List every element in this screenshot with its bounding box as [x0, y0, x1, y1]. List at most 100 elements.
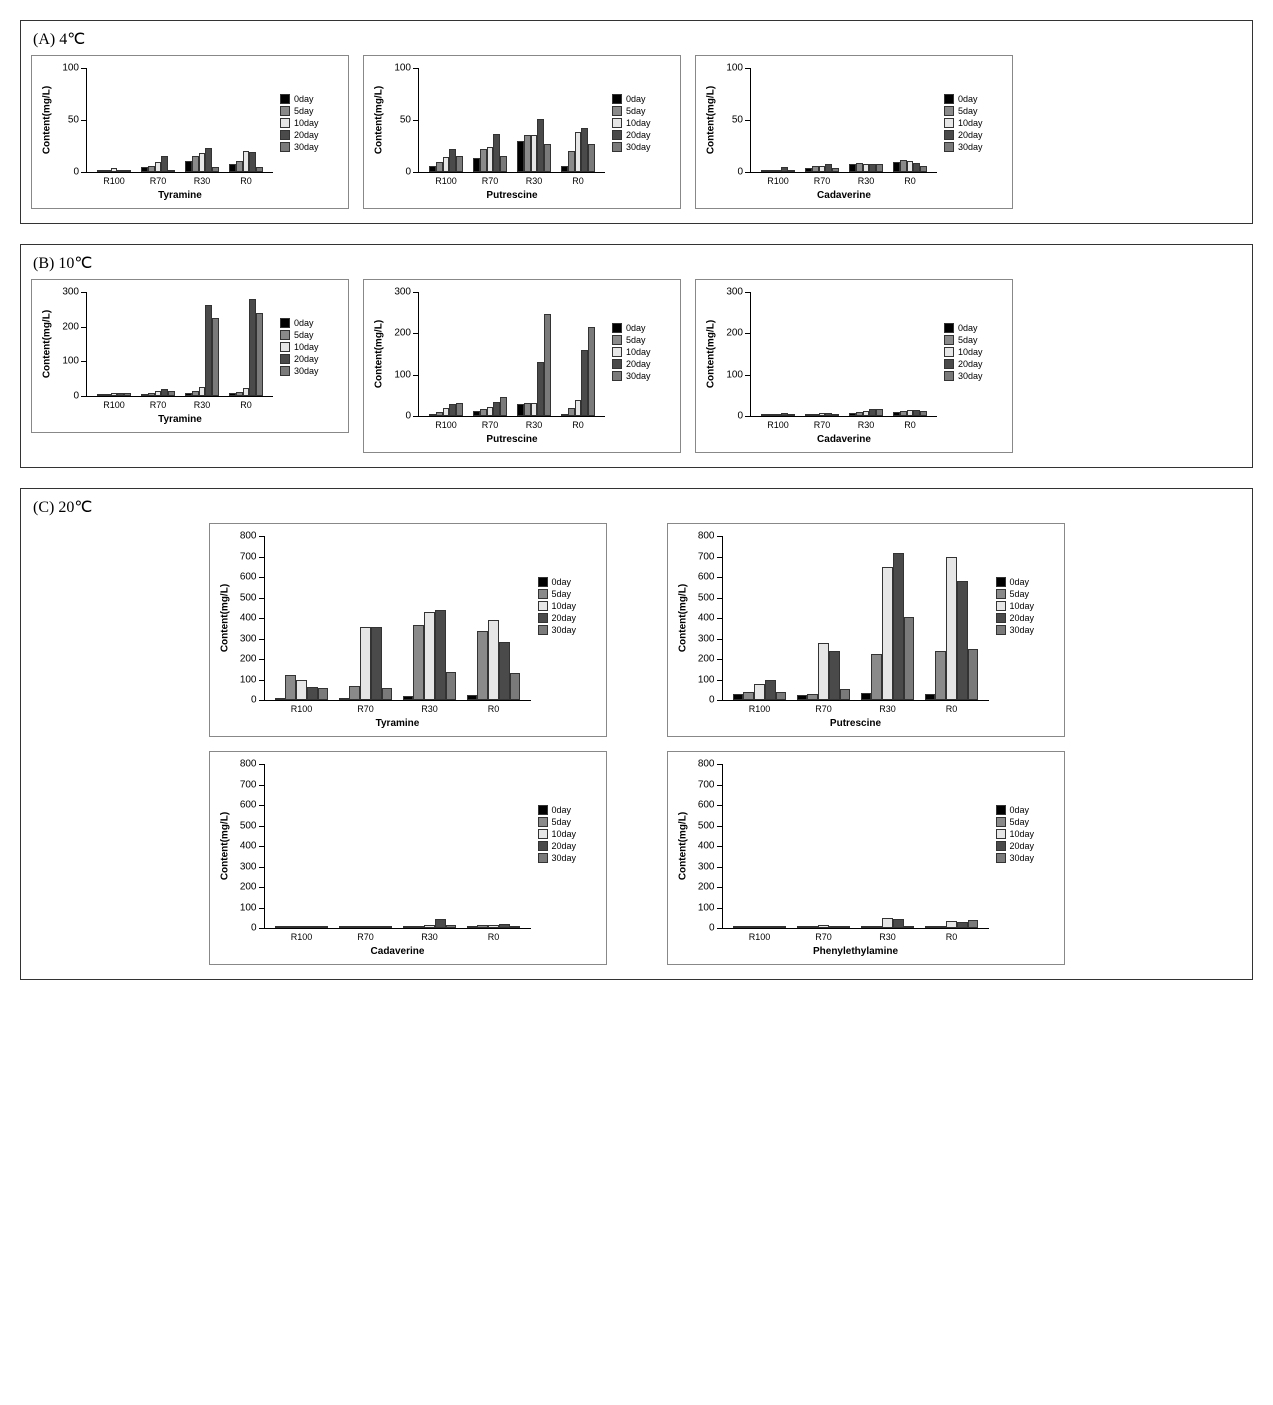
legend-swatch	[280, 318, 290, 328]
bar	[588, 327, 595, 416]
bar	[882, 918, 893, 928]
bar	[588, 144, 595, 172]
bar	[199, 387, 206, 396]
bar	[818, 643, 829, 700]
ytick-label: 600	[698, 572, 723, 583]
plot-area: 0100200300400500600700800Content(mg/L)R1…	[264, 764, 531, 929]
legend-swatch	[944, 335, 954, 345]
bar	[243, 151, 250, 172]
ytick-label: 50	[732, 115, 751, 126]
ytick-label: 50	[68, 115, 87, 126]
bar	[561, 414, 568, 416]
bar	[575, 132, 582, 172]
legend-item: 10day	[944, 347, 983, 357]
bar	[467, 695, 478, 700]
bar	[473, 411, 480, 416]
bar	[205, 305, 212, 396]
legend-swatch	[280, 366, 290, 376]
y-axis-label: Content(mg/L)	[219, 584, 230, 652]
legend-item: 20day	[996, 841, 1035, 851]
legend: 0day5day10day20day30day	[612, 94, 651, 154]
legend-label: 30day	[552, 853, 577, 863]
legend-item: 20day	[996, 613, 1035, 623]
legend-label: 10day	[1010, 601, 1035, 611]
legend: 0day5day10day20day30day	[280, 318, 319, 378]
bar	[349, 686, 360, 700]
bar	[907, 161, 914, 172]
bar	[249, 152, 256, 172]
bar	[493, 402, 500, 416]
bar	[229, 164, 236, 172]
bar	[339, 698, 350, 700]
y-axis-label: Content(mg/L)	[677, 584, 688, 652]
bar	[733, 694, 744, 700]
ytick-label: 500	[698, 820, 723, 831]
legend-item: 0day	[538, 577, 577, 587]
y-axis-label: Content(mg/L)	[42, 310, 53, 378]
legend-swatch	[280, 354, 290, 364]
ytick-label: 400	[240, 613, 265, 624]
legend-label: 20day	[1010, 841, 1035, 851]
ytick-label: 0	[405, 411, 419, 422]
bar	[869, 164, 876, 172]
bar	[487, 147, 494, 172]
legend-label: 30day	[294, 366, 319, 376]
legend-swatch	[996, 817, 1006, 827]
legend-item: 30day	[996, 625, 1035, 635]
bar	[339, 926, 350, 928]
legend-label: 30day	[626, 142, 651, 152]
legend-item: 30day	[944, 371, 983, 381]
ytick-label: 0	[405, 167, 419, 178]
bar	[275, 926, 286, 928]
bar	[524, 135, 531, 172]
x-axis-label: Phenylethylamine	[813, 928, 898, 957]
bar	[544, 144, 551, 172]
ytick-label: 100	[62, 356, 87, 367]
y-axis-label: Content(mg/L)	[374, 320, 385, 388]
bar	[500, 156, 507, 172]
bar	[467, 926, 478, 928]
y-axis-label: Content(mg/L)	[374, 86, 385, 154]
bar	[920, 166, 927, 172]
ytick-label: 100	[698, 902, 723, 913]
bar	[480, 149, 487, 172]
legend-label: 0day	[626, 323, 646, 333]
legend-item: 5day	[612, 335, 651, 345]
x-axis-label: Tyramine	[376, 700, 420, 729]
legend-item: 20day	[538, 613, 577, 623]
xtick-label: R100	[749, 928, 771, 942]
bar	[829, 651, 840, 700]
bar	[229, 393, 236, 396]
legend-item: 0day	[280, 318, 319, 328]
ytick-label: 600	[240, 800, 265, 811]
bar	[946, 921, 957, 928]
xtick-label: R30	[879, 700, 896, 714]
bar	[477, 631, 488, 700]
ytick-label: 0	[737, 167, 751, 178]
bar	[524, 403, 531, 416]
legend-label: 10day	[958, 118, 983, 128]
legend-swatch	[944, 142, 954, 152]
bar	[876, 164, 883, 172]
legend-swatch	[538, 829, 548, 839]
legend-swatch	[944, 371, 954, 381]
bar	[499, 924, 510, 928]
xtick-label: R100	[103, 396, 125, 410]
bar	[382, 688, 393, 700]
legend-swatch	[538, 805, 548, 815]
legend-item: 5day	[996, 817, 1035, 827]
legend-item: 20day	[538, 841, 577, 851]
legend-label: 0day	[1010, 577, 1030, 587]
bar	[161, 156, 168, 172]
bar	[435, 610, 446, 700]
ytick-label: 700	[240, 551, 265, 562]
bar	[192, 156, 199, 172]
bar	[480, 409, 487, 416]
legend-swatch	[280, 94, 290, 104]
bar	[754, 684, 765, 700]
legend-label: 10day	[294, 118, 319, 128]
legend-swatch	[538, 601, 548, 611]
ytick-label: 600	[698, 800, 723, 811]
bar	[473, 158, 480, 172]
bar	[849, 164, 856, 172]
